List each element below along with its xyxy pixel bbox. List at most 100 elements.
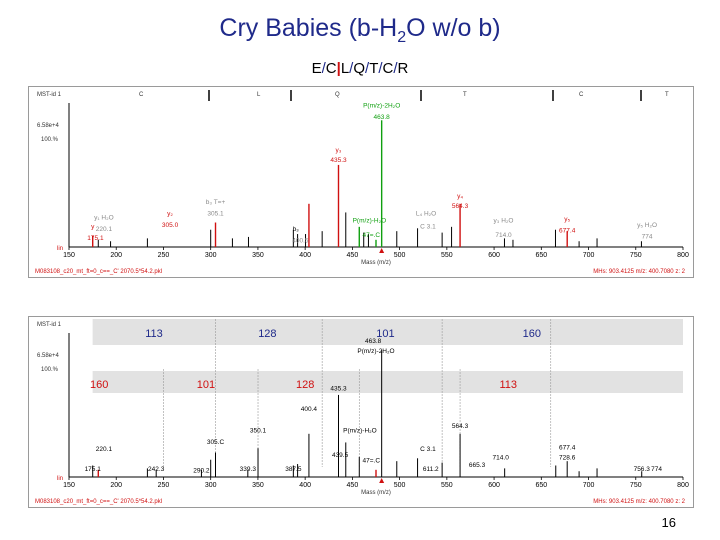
peak-annotation: y₁ H₂O — [94, 215, 114, 222]
peak-annotation: C 3.1 — [420, 223, 436, 230]
peak-annotation: 714.0 — [495, 232, 512, 239]
peak-annotation: 611.2 — [423, 466, 439, 473]
slide-title: Cry Babies (b-H2O w/o b) — [219, 14, 501, 46]
percent-label: 100.% — [41, 137, 59, 143]
seq-residue: Q — [353, 60, 366, 77]
baseline-label: lin — [57, 476, 63, 482]
seq-residue: R — [397, 60, 409, 77]
x-tick-label: 250 — [158, 482, 170, 489]
peak-annotation: y₅ — [564, 216, 570, 223]
seq-residue: T — [369, 60, 379, 77]
peptide-sequence: E/C|L/Q/T/C/R — [311, 60, 409, 77]
peak-annotation: 714.0 — [493, 455, 510, 462]
x-tick-label: 550 — [441, 482, 453, 489]
sequence-header-residue: L — [257, 92, 261, 98]
peak-annotation: 220.1 — [96, 226, 113, 233]
x-tick-label: 650 — [535, 482, 547, 489]
x-tick-label: 200 — [110, 482, 122, 489]
x-tick-label: 500 — [394, 252, 406, 259]
x-tick-label: 200 — [110, 252, 122, 259]
page-number: 16 — [661, 515, 676, 530]
x-axis-label: Mass (m/z) — [361, 490, 391, 496]
peak-annotation: 242.3 — [148, 466, 165, 473]
peak-annotation: 350.1 — [250, 427, 267, 434]
x-tick-label: 450 — [347, 482, 359, 489]
peak-annotation: 175.1 — [85, 466, 102, 473]
x-tick-label: 250 — [158, 252, 170, 259]
peak-annotation: C 3.1 — [420, 446, 436, 453]
peak-annotation: 463.8 — [374, 114, 391, 121]
peak-annotation: y₅ H₂O — [637, 222, 657, 229]
x-tick-label: 600 — [488, 482, 500, 489]
peak-annotation: 305.0 — [162, 222, 179, 229]
footer-file-label: M083108_c20_mt_ft=0_c==_C' 2070.5*54.2.p… — [35, 499, 162, 505]
sequence-header-residue: Q — [335, 92, 340, 98]
x-tick-label: 750 — [630, 482, 642, 489]
cleavage-marker: | — [336, 60, 341, 77]
gap-band — [92, 371, 684, 393]
footer-mass-label: MHs: 903.4125 m/z: 400.7080 z: 2 — [593, 269, 685, 275]
peak-annotation: 677.4 — [559, 445, 576, 452]
x-tick-label: 750 — [630, 252, 642, 259]
peak-annotation: 756.3 — [634, 466, 651, 473]
x-tick-label: 550 — [441, 252, 453, 259]
peak-annotation: 665.3 — [469, 462, 486, 469]
x-axis-label: Mass (m/z) — [361, 260, 391, 266]
sequence-header-residue: C — [579, 92, 584, 98]
x-tick-label: 600 — [488, 252, 500, 259]
peak-annotation: 387.5 — [285, 466, 302, 473]
peak-annotation: 339.3 — [240, 466, 257, 473]
x-tick-label: 300 — [205, 482, 217, 489]
x-tick-label: 800 — [677, 482, 689, 489]
gap-label-mid: 101 — [197, 379, 215, 391]
sequence-header-residue: T — [665, 92, 669, 98]
x-tick-label: 300 — [205, 252, 217, 259]
sequence-header-residue: T — [463, 92, 467, 98]
peak-annotation: 728.6 — [559, 455, 576, 462]
peak-annotation: P(m/z)-2H₂O — [357, 348, 394, 355]
peak-annotation: 305.C — [207, 439, 225, 446]
spectrum-panel-bottom: 113 128 101 160 160 101 128 113 MST-id 1 6.58e+4 1… — [28, 316, 694, 508]
gap-label-top: 160 — [523, 328, 541, 340]
peak-annotation: 47=.C — [363, 232, 381, 239]
seq-residue: L — [340, 60, 350, 77]
gap-band — [92, 319, 684, 345]
gap-label-top: 128 — [258, 328, 276, 340]
header-label: MST-id 1 — [37, 322, 62, 328]
peak-annotation: P(m/z)-H₂O — [353, 218, 387, 225]
header-label: MST-id 1 — [37, 92, 62, 98]
peak-annotation: 677.4 — [559, 228, 576, 235]
intensity-max-label: 6.58e+4 — [37, 353, 60, 359]
x-tick-label: 150 — [63, 482, 75, 489]
x-tick-label: 700 — [583, 252, 595, 259]
gap-label-mid: 160 — [90, 379, 108, 391]
peak-annotation: b₃ — [293, 226, 300, 233]
x-tick-label: 400 — [299, 252, 311, 259]
x-tick-label: 400 — [299, 482, 311, 489]
gap-label-top: 101 — [376, 328, 394, 340]
peak-annotation: 774 — [642, 233, 653, 240]
x-tick-label: 500 — [394, 482, 406, 489]
peak-annotation: P(m/z)-2H₂O — [363, 102, 400, 109]
peak-annotation: y₂ — [167, 210, 173, 217]
peak-annotation: 400.5 — [292, 238, 309, 245]
x-tick-label: 350 — [252, 252, 264, 259]
spectrum-bottom-svg: 113 128 101 160 160 101 128 113 MST-id 1 6.58e+4 1… — [35, 319, 689, 505]
intensity-max-label: 6.58e+4 — [37, 123, 60, 129]
precursor-marker — [379, 248, 385, 253]
x-tick-label: 150 — [63, 252, 75, 259]
x-tick-label: 700 — [583, 482, 595, 489]
peak-annotation: P(m/z)-H₂O — [343, 427, 377, 434]
sequence-header-residue: C — [139, 92, 144, 98]
peak-annotation: 175.1 — [87, 235, 104, 242]
peak-annotation: 439.5 — [332, 452, 349, 459]
peak-annotation: 47=.C — [363, 458, 381, 465]
x-tick-label: 450 — [347, 252, 359, 259]
peak-annotation: 305.1 — [207, 210, 224, 217]
peak-annotation: 564.3 — [452, 203, 469, 210]
peak-annotation: y₄ — [457, 193, 463, 200]
peak-annotation: 220.1 — [96, 446, 113, 453]
spectrum-panel-top: MST-id 1 C L Q T C T 6.58e+4 100.% lin 150 200 250 30… — [28, 86, 694, 278]
peak-annotation: b₃ T=+ — [206, 199, 226, 206]
peak-annotation: L₄ H₂O — [416, 210, 436, 217]
